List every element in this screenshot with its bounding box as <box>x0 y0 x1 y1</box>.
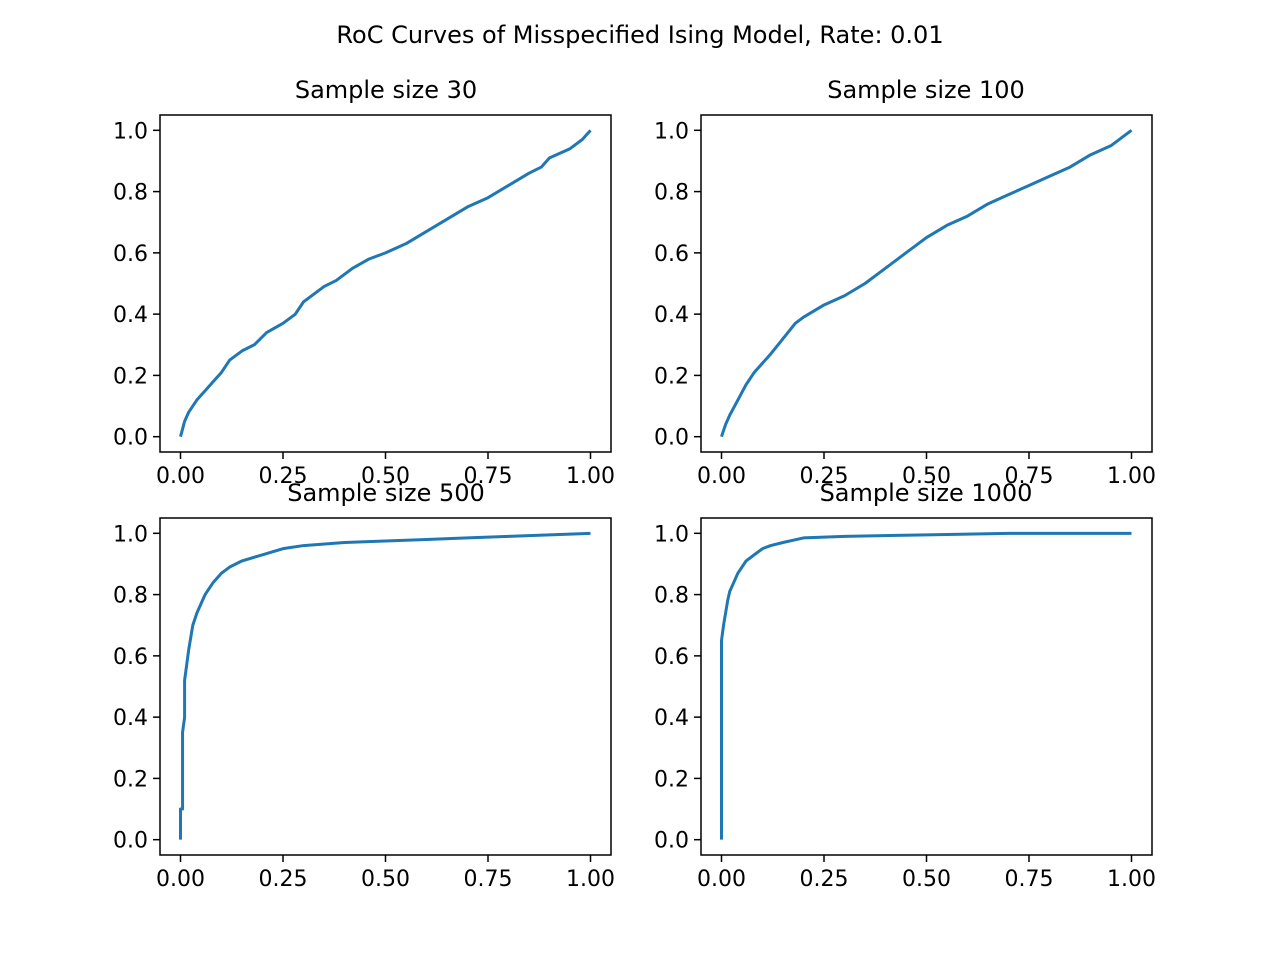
figure-suptitle: RoC Curves of Misspecified Ising Model, … <box>336 21 943 49</box>
subplot-sample-size-500: 0.00 0.25 0.50 0.75 1.00 0.0 0.2 0.4 0.6 0.8 1.0 Sa… <box>113 479 615 892</box>
subplot-title: Sample size 30 <box>295 76 477 104</box>
x-tick-label: 0.50 <box>902 464 951 489</box>
y-tick-label: 0.6 <box>654 242 689 267</box>
y-tick-label: 0.2 <box>113 767 148 792</box>
x-tick-label: 1.00 <box>566 867 615 892</box>
subplot-sample-size-100: 0.00 0.25 0.50 0.75 1.00 0.0 0.2 0.4 0.6 0.8 1.0 Sa… <box>654 76 1156 489</box>
y-tick-label: 1.0 <box>654 522 689 547</box>
x-tick-label: 0.75 <box>464 867 513 892</box>
y-tick-label: 0.8 <box>654 181 689 206</box>
y-tick-label: 0.0 <box>113 426 148 451</box>
x-tick-label: 0.25 <box>800 867 849 892</box>
axes-frame <box>700 517 1153 856</box>
y-tick-label: 0.8 <box>113 584 148 609</box>
x-tick-label: 1.00 <box>1107 867 1156 892</box>
axes-frame <box>700 114 1153 453</box>
y-tick-label: 1.0 <box>113 522 148 547</box>
y-tick-label: 0.4 <box>113 303 148 328</box>
y-tick-label: 0.4 <box>113 706 148 731</box>
x-tick-label: 1.00 <box>1107 464 1156 489</box>
y-tick-label: 0.2 <box>113 364 148 389</box>
x-tick-label: 1.00 <box>566 464 615 489</box>
subplot-title: Sample size 500 <box>287 479 485 507</box>
y-tick-label: 1.0 <box>654 119 689 144</box>
y-tick-label: 0.6 <box>113 242 148 267</box>
subplot-sample-size-30: 0.00 0.25 0.50 0.75 1.00 0.0 0.2 0.4 0.6 0.8 1.0 Sa… <box>113 76 615 489</box>
y-tick-label: 0.2 <box>654 767 689 792</box>
x-tick-label: 0.75 <box>1005 867 1054 892</box>
x-tick-label: 0.00 <box>156 867 205 892</box>
x-tick-label: 0.00 <box>156 464 205 489</box>
x-tick-label: 0.00 <box>697 867 746 892</box>
x-tick-label: 0.50 <box>361 867 410 892</box>
x-tick-label: 0.75 <box>464 464 513 489</box>
x-tick-label: 0.50 <box>902 867 951 892</box>
roc-curve-line <box>179 531 591 840</box>
y-tick-label: 0.0 <box>654 829 689 854</box>
y-tick-label: 0.2 <box>654 364 689 389</box>
x-tick-label: 0.25 <box>259 867 308 892</box>
x-tick-label: 0.00 <box>697 464 746 489</box>
y-tick-label: 0.8 <box>654 584 689 609</box>
roc-curve-line <box>720 531 1132 840</box>
y-tick-label: 0.6 <box>654 645 689 670</box>
subplot-sample-size-1000: 0.00 0.25 0.50 0.75 1.00 0.0 0.2 0.4 0.6 0.8 1.0 Sa… <box>654 479 1156 892</box>
x-tick-label: 0.25 <box>259 464 308 489</box>
x-tick-label: 0.75 <box>1005 464 1054 489</box>
y-tick-label: 0.8 <box>113 181 148 206</box>
subplot-title: Sample size 1000 <box>820 479 1033 507</box>
y-tick-label: 0.6 <box>113 645 148 670</box>
subplot-title: Sample size 100 <box>827 76 1025 104</box>
x-tick-label: 0.50 <box>361 464 410 489</box>
x-tick-label: 0.25 <box>800 464 849 489</box>
roc-curve-line <box>720 129 1133 438</box>
y-tick-label: 0.0 <box>654 426 689 451</box>
y-tick-label: 1.0 <box>113 119 148 144</box>
y-tick-label: 0.0 <box>113 829 148 854</box>
y-tick-label: 0.4 <box>654 303 689 328</box>
roc-curve-line <box>179 129 592 438</box>
y-tick-label: 0.4 <box>654 706 689 731</box>
